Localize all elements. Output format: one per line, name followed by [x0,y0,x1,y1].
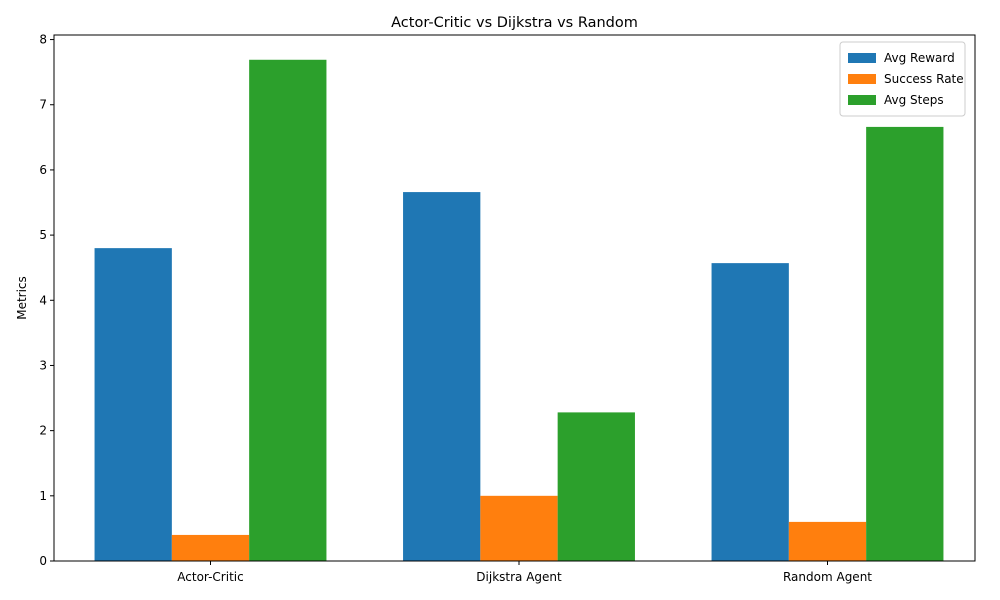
y-axis-label: Metrics [15,276,29,320]
y-tick-label: 6 [39,163,47,177]
legend-label: Success Rate [884,72,964,86]
bar-avg-reward-1 [403,192,481,562]
y-tick-label: 4 [39,293,47,307]
bar-success-rate-1 [480,495,558,561]
y-tick-label: 5 [39,228,47,242]
bar-avg-steps-0 [249,59,327,561]
y-tick-label: 8 [39,33,47,47]
y-tick-label: 2 [39,424,47,438]
y-tick-label: 0 [39,554,47,568]
y-tick-label: 7 [39,98,47,112]
bar-avg-reward-0 [94,248,172,561]
y-axis-ticks: 0 1 2 3 4 5 6 7 8 [39,33,54,568]
bars-group [94,59,944,562]
y-tick-label: 1 [39,489,47,503]
bar-avg-reward-2 [711,263,789,561]
bar-avg-steps-1 [557,412,635,561]
bar-success-rate-2 [788,521,867,561]
x-axis-ticks: Actor-Critic Dijkstra Agent Random Agent [177,561,872,584]
chart-title: Actor-Critic vs Dijkstra vs Random [391,15,638,31]
legend-swatch [848,95,876,105]
bar-success-rate-0 [171,534,250,561]
x-tick-label: Actor-Critic [177,570,243,584]
x-tick-label: Random Agent [783,570,872,584]
legend-swatch [848,74,876,84]
y-tick-label: 3 [39,358,47,372]
legend-label: Avg Reward [884,51,955,65]
plot-frame [53,34,976,562]
legend-label: Avg Steps [884,93,944,107]
legend: Avg Reward Success Rate Avg Steps [839,41,966,117]
x-tick-label: Dijkstra Agent [476,570,562,584]
bar-avg-steps-2 [866,126,944,561]
legend-swatch [848,53,876,63]
